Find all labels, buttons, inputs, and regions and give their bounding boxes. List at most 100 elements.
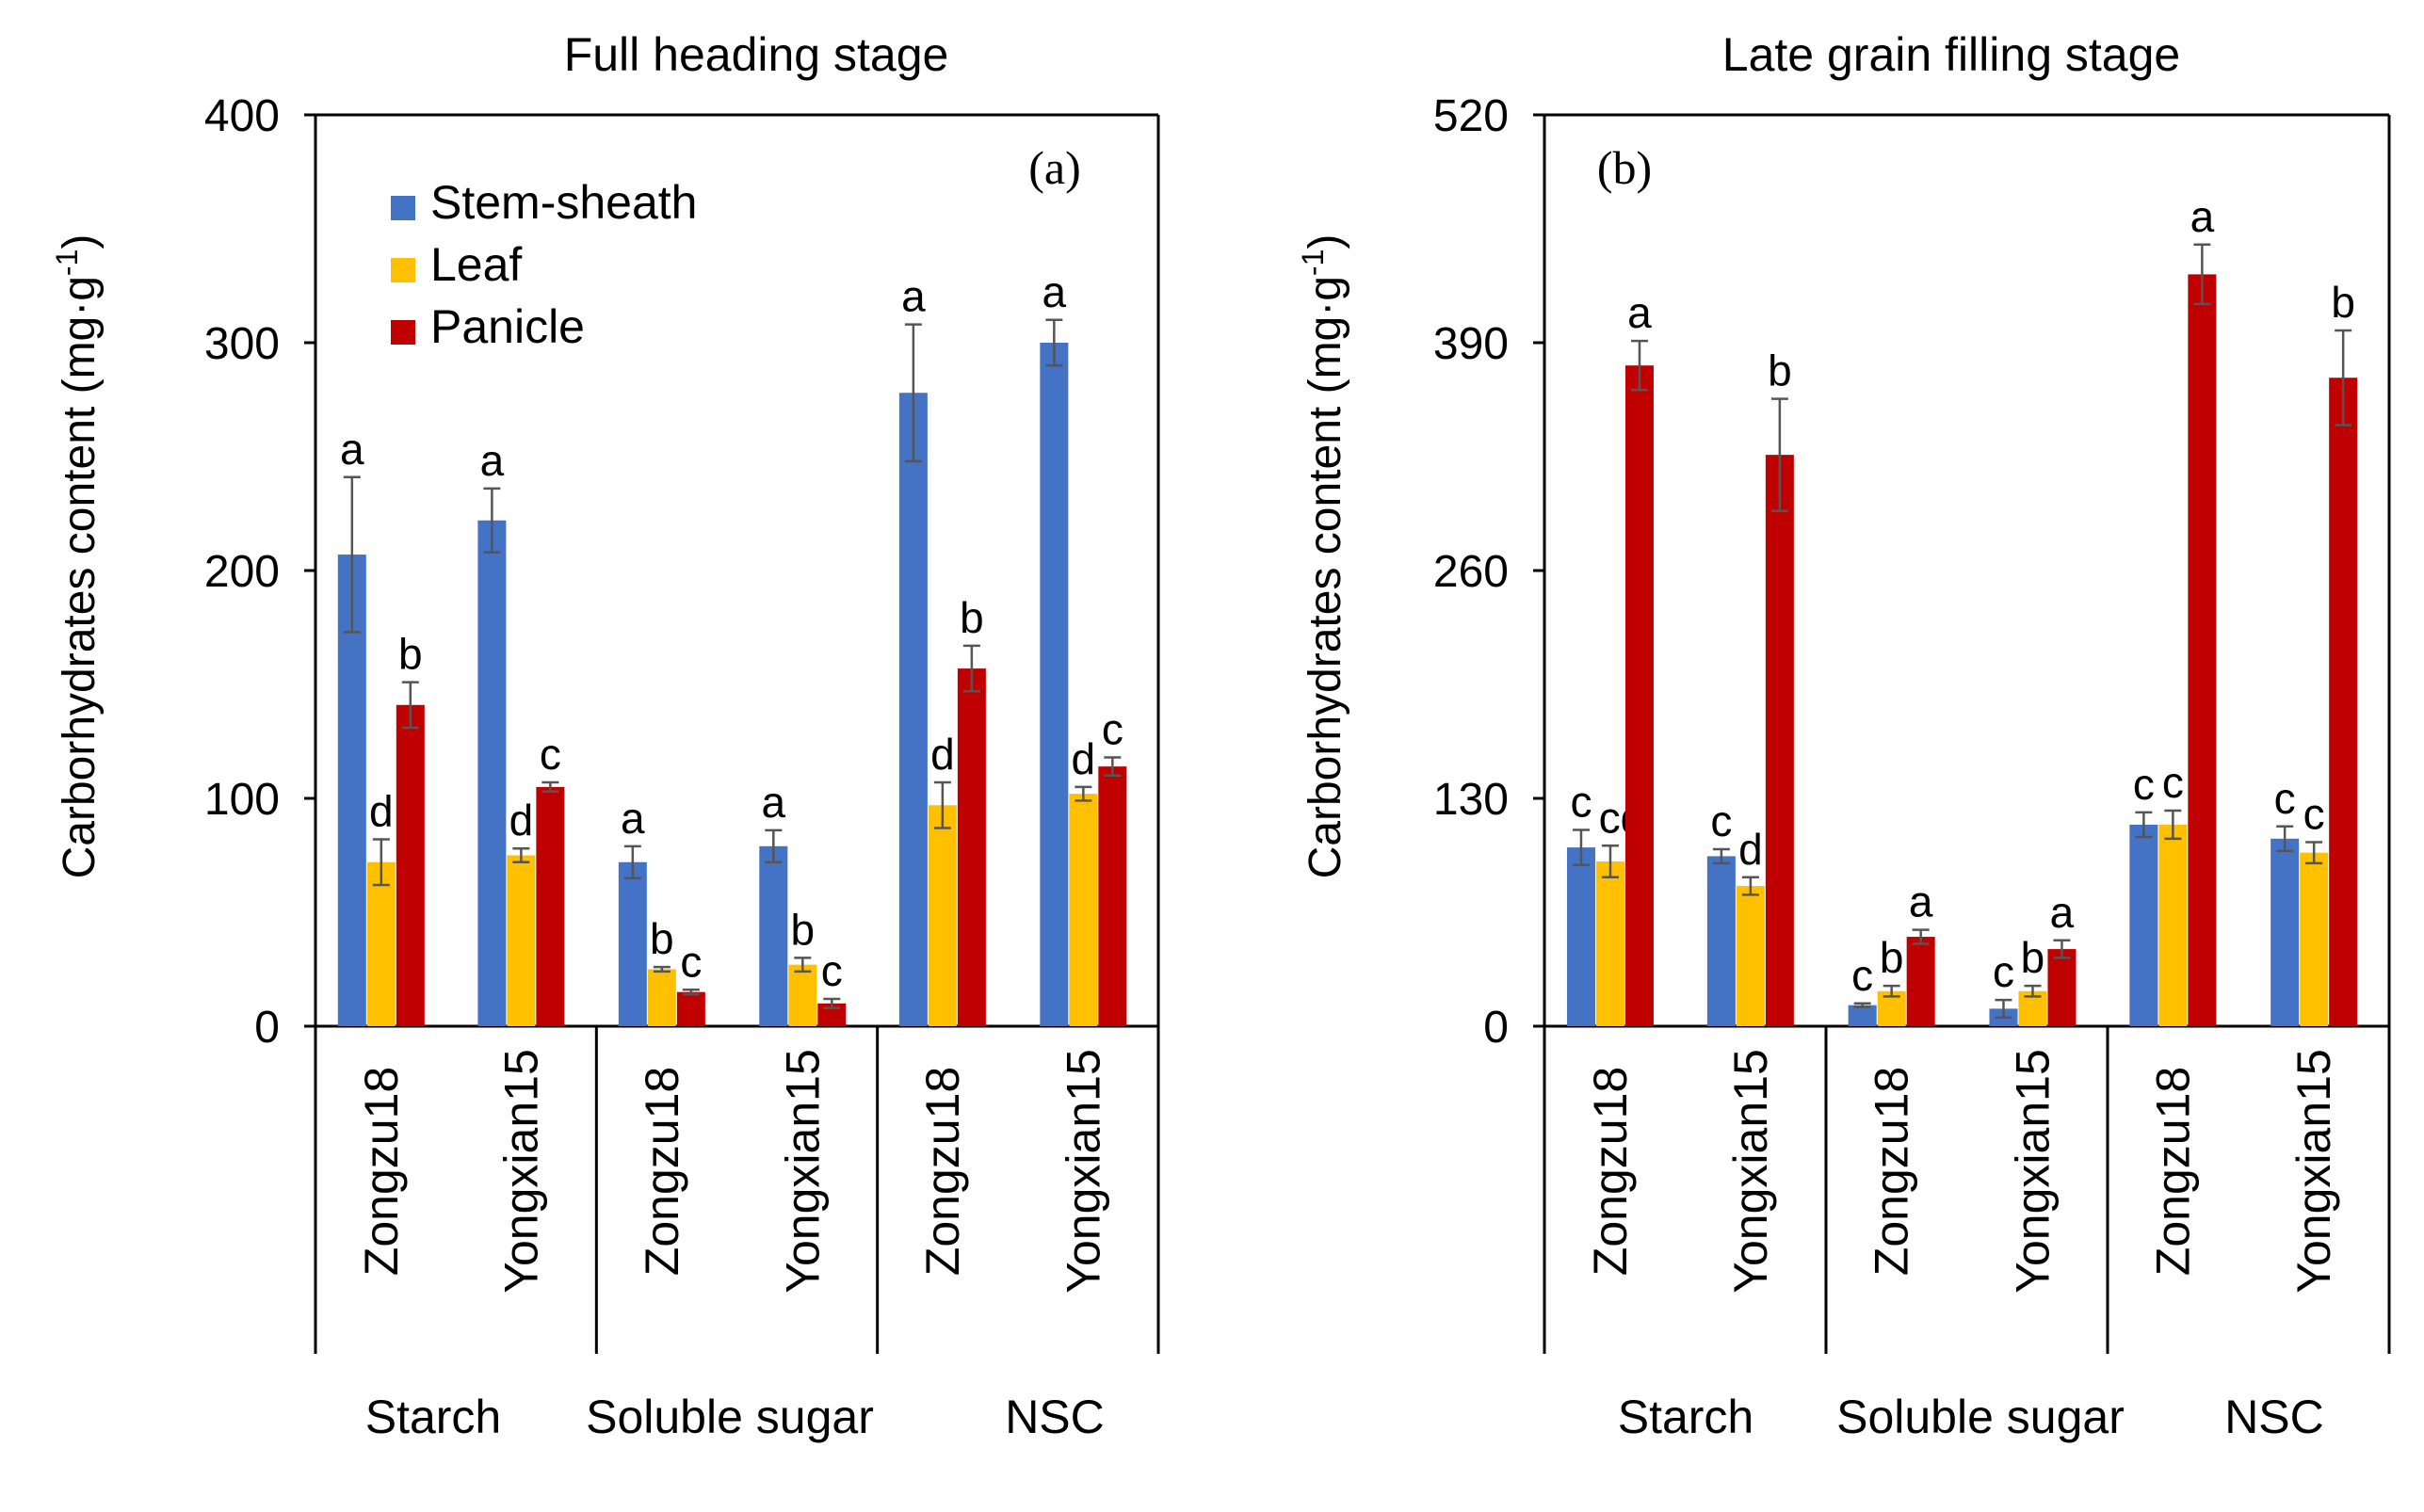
y-tick-label: 300	[204, 319, 280, 369]
category-tick-label: Yongxian15	[776, 1049, 829, 1294]
bar-panicle-nsc-yongxian15	[2329, 378, 2358, 1026]
bar-leaf-nsc-zongzu18	[928, 805, 957, 1026]
bar-leaf-starch-yongxian15	[1736, 886, 1765, 1026]
bar-panicle-nsc-yongxian15	[1098, 766, 1127, 1026]
significance-letter: b	[1768, 346, 1792, 395]
bar-stem-sheath-nsc-yongxian15	[1040, 343, 1069, 1026]
y-axis-label-sup: -1	[1296, 249, 1330, 276]
bar-stem-sheath-nsc-yongxian15	[2270, 838, 2300, 1026]
significance-letter: c	[540, 730, 561, 779]
significance-letter: a	[762, 778, 786, 827]
category-tick-label: Yongxian15	[1724, 1049, 1777, 1294]
chart-title: Late grain filling stage	[1722, 28, 2180, 81]
bar-stem-sheath-starch-zongzu18	[1566, 847, 1595, 1026]
y-axis-label-close: )	[55, 234, 105, 249]
group-label-starch: Starch	[365, 1391, 502, 1443]
y-axis-label: Carborhydrates content (mg·g-1)	[1296, 234, 1350, 879]
significance-letter: d	[509, 796, 534, 844]
group-label-soluble-sugar: Soluble sugar	[586, 1391, 874, 1443]
significance-letter: c	[1102, 704, 1123, 753]
category-tick-label: Zongzu18	[355, 1067, 408, 1276]
y-tick-label: 260	[1433, 547, 1509, 597]
bar-leaf-starch-zongzu18	[1595, 861, 1624, 1026]
significance-letter: c	[1993, 947, 2014, 996]
bar-stem-sheath-nsc-zongzu18	[898, 393, 928, 1026]
group-label-starch: Starch	[1618, 1391, 1754, 1443]
panel-label: (b)	[1597, 141, 1652, 194]
panel-label: (a)	[1028, 141, 1081, 194]
bar-leaf-nsc-yongxian15	[2300, 852, 2329, 1026]
significance-letter: b	[2021, 933, 2045, 982]
y-axis-label-text: Carborhydrates content (mg·g	[1301, 276, 1350, 878]
legend-swatch-panicle	[391, 320, 415, 345]
legend-label-stem-sheath: Stem-sheath	[430, 176, 697, 229]
category-tick-label: Zongzu18	[1866, 1067, 1918, 1276]
significance-letter: a	[340, 425, 364, 474]
group-label-soluble-sugar: Soluble sugar	[1836, 1391, 2125, 1443]
bar-stem-sheath-starch-yongxian15	[477, 520, 507, 1026]
group-label-nsc: NSC	[2224, 1391, 2324, 1443]
significance-letter: d	[1738, 825, 1763, 874]
bar-panicle-nsc-zongzu18	[957, 668, 986, 1026]
y-tick-label: 0	[254, 1003, 280, 1053]
significance-letter: a	[621, 794, 645, 843]
category-tick-label: Zongzu18	[916, 1067, 969, 1276]
bar-stem-sheath-soluble-sugar-yongxian15	[759, 845, 788, 1026]
significance-letter: c	[680, 937, 702, 986]
bar-panicle-nsc-zongzu18	[2188, 274, 2217, 1026]
y-tick-label: 520	[1433, 91, 1509, 141]
legend-label-leaf: Leaf	[430, 238, 522, 291]
chart-late-grain-filling-stage: Late grain filling stage (b) 0 130 260 390 520…	[1296, 28, 2391, 1443]
chart-title: Full heading stage	[564, 28, 949, 81]
significance-letter: a	[1042, 267, 1067, 316]
significance-letter: c	[1851, 951, 1873, 1000]
significance-letter: b	[650, 914, 674, 963]
bar-stem-sheath-nsc-zongzu18	[2129, 824, 2158, 1026]
bar-leaf-soluble-sugar-yongxian15	[788, 964, 817, 1026]
bar-leaf-starch-yongxian15	[507, 855, 536, 1026]
y-tick-label: 130	[1433, 775, 1509, 825]
category-tick-label: Zongzu18	[2146, 1067, 2199, 1276]
significance-letter: c	[2162, 758, 2184, 807]
bar-panicle-starch-yongxian15	[536, 786, 565, 1026]
significance-letter: a	[480, 436, 505, 485]
y-tick-label: 400	[204, 91, 280, 141]
significance-letter: c	[1710, 796, 1732, 845]
bar-leaf-nsc-yongxian15	[1069, 794, 1098, 1026]
significance-letter: d	[1072, 734, 1096, 783]
bar-panicle-soluble-sugar-yongxian15	[2047, 949, 2077, 1026]
category-tick-label: Zongzu18	[1584, 1067, 1637, 1276]
significance-letter: c	[2274, 774, 2296, 823]
category-tick-label: Yongxian15	[494, 1049, 547, 1294]
category-tick-label: Yongxian15	[2006, 1049, 2059, 1294]
legend-swatch-stem-sheath	[391, 196, 415, 220]
significance-letter: b	[960, 593, 984, 642]
bar-leaf-nsc-zongzu18	[2158, 824, 2188, 1026]
y-tick-label: 200	[204, 547, 280, 597]
significance-letter: a	[901, 272, 926, 321]
y-axis-label-close: )	[1301, 234, 1350, 249]
category-tick-label: Zongzu18	[636, 1067, 688, 1276]
significance-letter: b	[791, 905, 816, 954]
significance-letter: a	[2050, 888, 2075, 937]
group-label-nsc: NSC	[1005, 1391, 1105, 1443]
significance-letter: c	[2133, 760, 2155, 809]
y-axis-label-text: Carborhydrates content (mg·g	[55, 276, 105, 878]
legend-swatch-leaf	[391, 258, 415, 282]
bar-panicle-starch-yongxian15	[1765, 455, 1794, 1027]
significance-letter: b	[398, 630, 423, 679]
bar-leaf-starch-zongzu18	[366, 861, 396, 1026]
significance-letter: a	[1909, 877, 1933, 926]
significance-letter: a	[2190, 192, 2215, 241]
category-tick-label: Yongxian15	[2287, 1049, 2340, 1294]
bar-panicle-soluble-sugar-zongzu18	[1906, 937, 1935, 1026]
bar-stem-sheath-soluble-sugar-zongzu18	[1848, 1005, 1877, 1026]
legend: Stem-sheath Leaf Panicle	[391, 176, 697, 353]
bar-panicle-starch-zongzu18	[1624, 365, 1654, 1026]
significance-letter: a	[1627, 288, 1652, 337]
significance-letter: d	[369, 787, 394, 836]
significance-letter: c	[821, 946, 843, 995]
category-tick-label: Yongxian15	[1057, 1049, 1109, 1294]
y-tick-label: 100	[204, 775, 280, 825]
